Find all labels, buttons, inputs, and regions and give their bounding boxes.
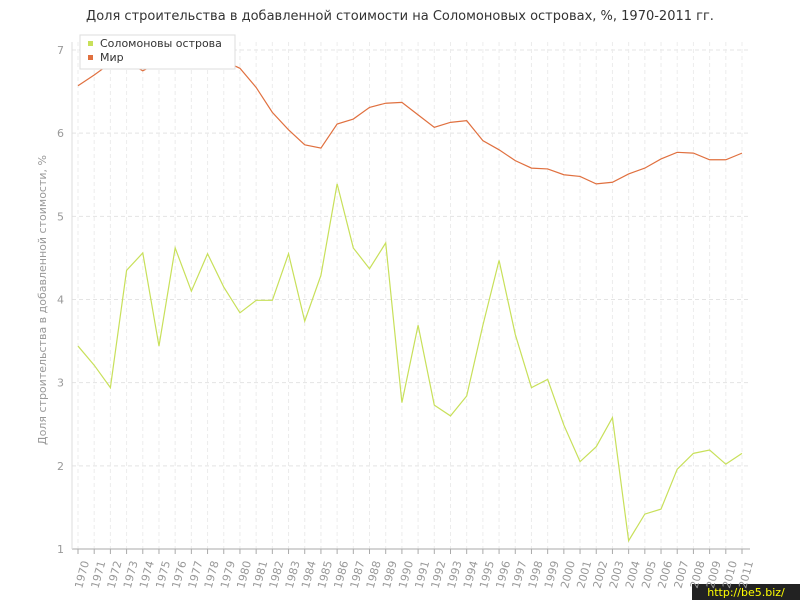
y-tick-label: 3 bbox=[57, 377, 64, 390]
y-tick-label: 2 bbox=[57, 460, 64, 473]
legend-label: Соломоновы острова bbox=[100, 37, 222, 50]
y-tick-label: 7 bbox=[57, 44, 64, 57]
y-axis-label: Доля строительства в добавленной стоимос… bbox=[36, 155, 49, 445]
watermark: http://be5.biz/ bbox=[707, 586, 785, 599]
legend-swatch bbox=[88, 41, 93, 46]
y-tick-label: 1 bbox=[57, 543, 64, 556]
legend-swatch bbox=[88, 55, 93, 60]
chart-title: Доля строительства в добавленной стоимос… bbox=[86, 9, 714, 24]
y-tick-label: 6 bbox=[57, 127, 64, 140]
watermark-bg bbox=[692, 584, 800, 600]
y-tick-label: 5 bbox=[57, 210, 64, 223]
legend-box bbox=[79, 34, 236, 70]
line-series bbox=[77, 183, 743, 543]
legend-label: Мир bbox=[100, 51, 124, 64]
plot-area bbox=[72, 42, 750, 549]
y-tick-label: 4 bbox=[57, 294, 64, 307]
